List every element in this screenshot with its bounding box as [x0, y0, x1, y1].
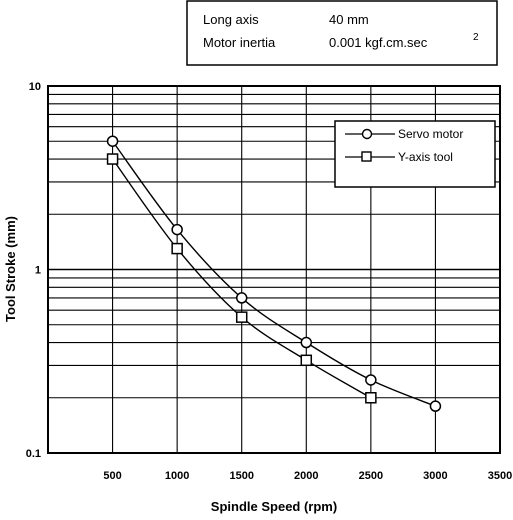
info-row2-value: 0.001 kgf.cm.sec	[329, 35, 428, 50]
info-box: Long axis 40 mm Motor inertia 0.001 kgf.…	[186, 0, 498, 66]
data-point-square	[235, 311, 248, 323]
x-tick-label: 2500	[359, 470, 383, 482]
x-axis-label: Spindle Speed (rpm)	[211, 499, 337, 514]
legend-label-servo: Servo motor	[398, 127, 463, 141]
info-row1-value: 40 mm	[329, 12, 369, 27]
legend-label-yaxis: Y-axis tool	[398, 150, 453, 164]
legend-marker-yaxis	[361, 151, 372, 162]
info-row1-label: Long axis	[203, 12, 259, 27]
x-tick-label: 1000	[165, 470, 189, 482]
data-point-circle	[106, 135, 119, 147]
x-tick-label: 500	[103, 470, 121, 482]
y-axis-label: Tool Stroke (mm)	[3, 216, 18, 322]
info-row2-label: Motor inertia	[203, 35, 276, 50]
data-point-circle	[365, 374, 377, 386]
y-tick-label: 10	[29, 81, 41, 93]
legend: Servo motor Y-axis tool	[334, 120, 496, 188]
info-row2-superscript: 2	[473, 32, 479, 43]
y-tick-label: 1	[35, 265, 41, 277]
data-point-square	[365, 392, 377, 404]
series-servo-motor	[106, 135, 442, 412]
data-point-circle	[235, 292, 248, 304]
y-tick-label: 0.1	[26, 448, 41, 460]
data-point-circle	[429, 400, 442, 412]
x-tick-label: 2000	[294, 470, 318, 482]
x-tick-label: 1500	[229, 470, 253, 482]
data-point-square	[106, 153, 119, 165]
x-tick-labels: 500 1000 1500 2000 2500 3000 3500	[103, 470, 512, 482]
grid-lines	[48, 86, 500, 453]
data-point-circle	[171, 223, 183, 236]
x-tick-label: 3000	[423, 470, 447, 482]
series-y-axis-tool	[106, 153, 377, 404]
data-point-circle	[300, 336, 313, 349]
series-layer	[106, 135, 442, 412]
data-point-square	[300, 354, 313, 367]
y-tick-labels: 10 1 0.1	[26, 81, 41, 460]
legend-marker-servo	[361, 128, 373, 140]
data-point-square	[171, 242, 183, 255]
x-tick-label: 3500	[488, 470, 512, 482]
